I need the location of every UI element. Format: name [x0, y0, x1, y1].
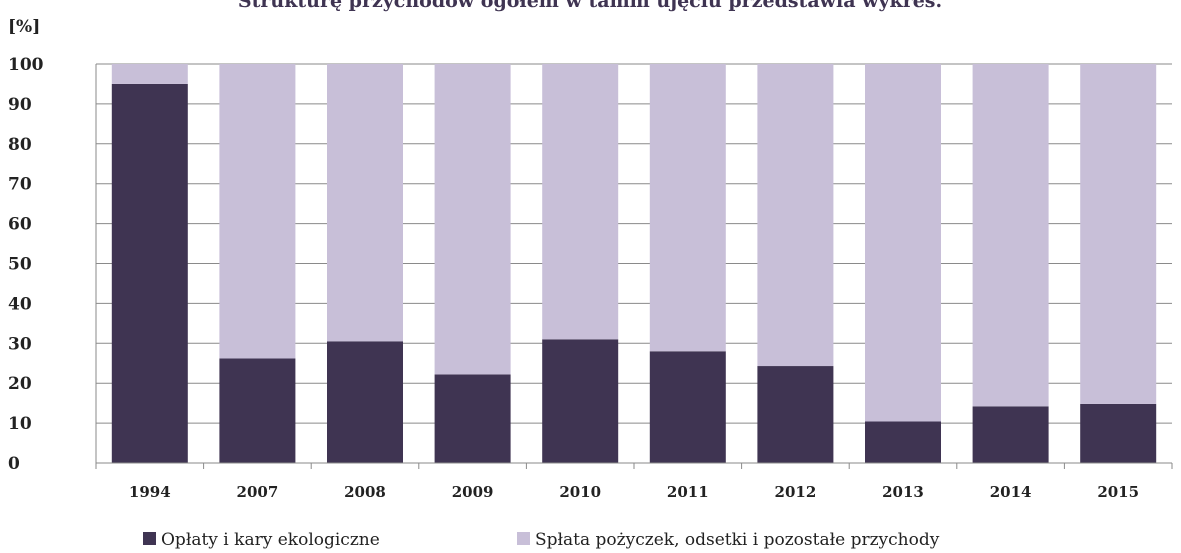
x-tick-label: 2010	[559, 483, 601, 501]
legend: Opłaty i kary ekologiczne Spłata pożyczek…	[143, 530, 940, 550]
y-tick-label: 30	[8, 334, 32, 354]
bar-2013-series-1	[865, 421, 941, 463]
y-axis-unit: [%]	[8, 17, 40, 37]
legend-label: Opłaty i kary ekologiczne	[161, 530, 380, 550]
bars	[111, 64, 1157, 463]
bar-2014-series-2	[972, 64, 1049, 407]
bar-2014-series-1	[972, 406, 1049, 463]
bar-2007-series-1	[219, 358, 296, 463]
x-tick-label: 2007	[237, 483, 279, 501]
axes	[95, 64, 1173, 469]
y-tick-label: 40	[8, 294, 32, 314]
bar-2011-series-2	[649, 64, 726, 352]
bar-2015-series-2	[1080, 64, 1157, 404]
x-tick-label: 2008	[344, 483, 386, 501]
x-tick-labels: 1994 2007 2008 2009 2010 2011 2012 2013 2014 2015	[129, 483, 1139, 501]
x-tick-label: 2015	[1097, 483, 1139, 501]
bar-2015-series-1	[1080, 403, 1157, 463]
chart-title: Strukturę przychodów ogółem w tamm ujęci…	[238, 0, 942, 12]
y-tick-label: 50	[8, 255, 32, 275]
y-tick-label: 70	[8, 175, 32, 195]
bar-2007-series-2	[219, 64, 296, 359]
bar-2009-series-2	[434, 64, 511, 375]
bar-2008-series-2	[327, 64, 403, 342]
x-tick-label: 2012	[775, 483, 817, 501]
x-tick-label: 2013	[882, 483, 924, 501]
bar-1994-series-2	[111, 64, 188, 84]
bar-2013-series-2	[865, 64, 941, 422]
y-tick-label: 60	[8, 215, 32, 235]
x-tick-label: 2014	[990, 483, 1032, 501]
y-tick-label: 100	[8, 55, 44, 75]
bar-2008-series-1	[327, 341, 403, 463]
y-tick-label: 20	[8, 374, 32, 394]
y-tick-label: 80	[8, 135, 32, 155]
bar-2011-series-1	[649, 351, 726, 463]
bar-2012-series-2	[757, 64, 834, 367]
y-tick-label: 90	[8, 95, 32, 115]
x-tick-label: 2009	[452, 483, 494, 501]
x-tick-label: 2011	[667, 483, 709, 501]
y-tick-label: 0	[8, 454, 20, 474]
legend-swatch	[143, 532, 156, 545]
bar-2010-series-2	[542, 64, 619, 340]
bar-2009-series-1	[434, 374, 511, 463]
bar-2012-series-1	[757, 366, 834, 463]
bar-1994-series-1	[111, 83, 188, 463]
x-tick-label: 1994	[129, 483, 171, 501]
y-tick-labels: 0 10 20 30 40 50 60 70 80 90 100	[8, 55, 44, 474]
bar-2010-series-1	[542, 339, 619, 463]
legend-label: Spłata pożyczek, odsetki i pozostałe prz…	[535, 530, 940, 550]
y-tick-label: 10	[8, 414, 32, 434]
legend-swatch	[517, 532, 530, 545]
